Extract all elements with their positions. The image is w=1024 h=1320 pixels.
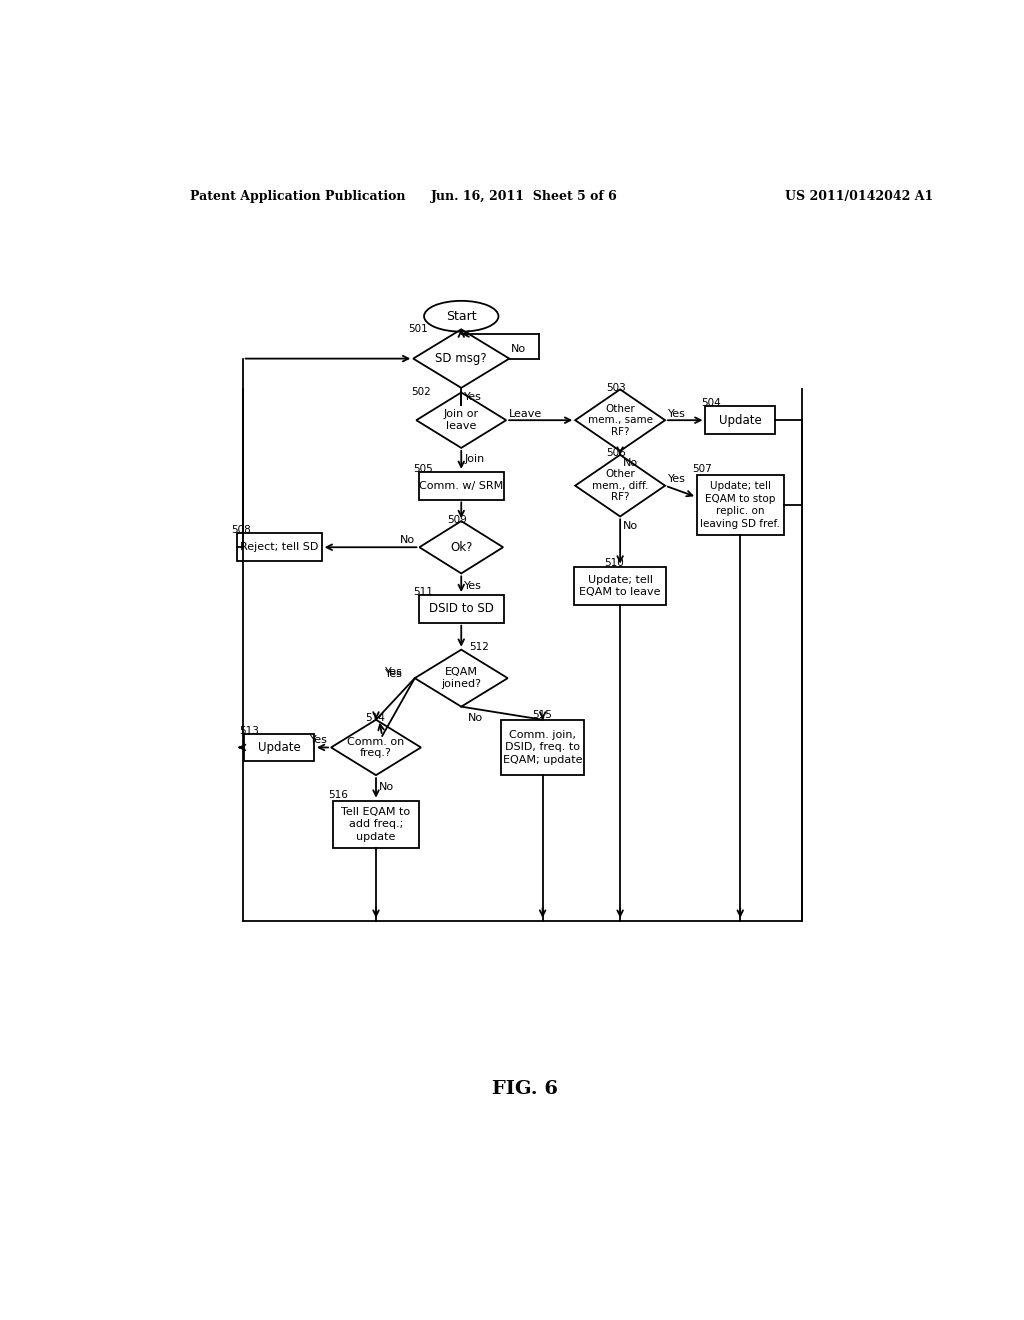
Text: 513: 513	[239, 726, 259, 735]
Text: FIG. 6: FIG. 6	[492, 1080, 558, 1097]
Text: Yes: Yes	[669, 474, 686, 484]
Text: Update; tell
EQAM to leave: Update; tell EQAM to leave	[580, 574, 660, 597]
Text: Comm. w/ SRM: Comm. w/ SRM	[419, 480, 504, 491]
Text: Yes: Yes	[310, 735, 328, 744]
Text: Update; tell
EQAM to stop
replic. on
leaving SD fref.: Update; tell EQAM to stop replic. on lea…	[700, 482, 780, 528]
Text: 510: 510	[604, 557, 625, 568]
Text: Reject; tell SD: Reject; tell SD	[240, 543, 318, 552]
Text: Patent Application Publication: Patent Application Publication	[190, 190, 406, 203]
Text: Ok?: Ok?	[451, 541, 472, 554]
Text: Update: Update	[258, 741, 300, 754]
Text: Yes: Yes	[385, 667, 403, 677]
Text: No: No	[511, 345, 526, 354]
Text: 503: 503	[606, 383, 626, 393]
Text: No: No	[624, 458, 638, 467]
Text: Leave: Leave	[509, 409, 543, 418]
Text: No: No	[399, 535, 415, 545]
Text: No: No	[467, 713, 482, 723]
Text: 505: 505	[414, 463, 433, 474]
Text: 512: 512	[469, 643, 488, 652]
Text: DSID to SD: DSID to SD	[429, 602, 494, 615]
Text: EQAM
joined?: EQAM joined?	[441, 668, 481, 689]
Text: Yes: Yes	[464, 581, 482, 591]
Text: Join: Join	[464, 454, 484, 463]
Text: 502: 502	[412, 388, 431, 397]
Text: 511: 511	[414, 587, 433, 597]
Text: US 2011/0142042 A1: US 2011/0142042 A1	[785, 190, 934, 203]
Text: 515: 515	[531, 710, 552, 721]
Text: 507: 507	[692, 465, 712, 474]
Text: Yes: Yes	[464, 392, 482, 403]
Text: 514: 514	[366, 713, 385, 723]
Text: Tell EQAM to
add freq.;
update: Tell EQAM to add freq.; update	[341, 807, 411, 842]
Text: Comm. on
freq.?: Comm. on freq.?	[347, 737, 404, 758]
Text: Other
mem., diff.
RF?: Other mem., diff. RF?	[592, 469, 648, 502]
Text: Update: Update	[719, 413, 762, 426]
Text: 509: 509	[447, 515, 467, 524]
Text: 516: 516	[328, 791, 348, 800]
Text: Yes: Yes	[385, 669, 403, 680]
Text: Jun. 16, 2011  Sheet 5 of 6: Jun. 16, 2011 Sheet 5 of 6	[431, 190, 618, 203]
Text: No: No	[379, 783, 394, 792]
Text: Comm. join,
DSID, freq. to
EQAM; update: Comm. join, DSID, freq. to EQAM; update	[503, 730, 583, 764]
Text: Join or
leave: Join or leave	[443, 409, 479, 432]
Text: No: No	[624, 520, 638, 531]
Text: 506: 506	[606, 449, 626, 458]
Text: SD msg?: SD msg?	[435, 352, 487, 366]
Text: 504: 504	[701, 399, 721, 408]
Text: 501: 501	[409, 325, 428, 334]
Text: Yes: Yes	[669, 409, 686, 418]
Text: Other
mem., same
RF?: Other mem., same RF?	[588, 404, 652, 437]
Text: 508: 508	[231, 525, 251, 536]
Text: Start: Start	[445, 310, 476, 323]
